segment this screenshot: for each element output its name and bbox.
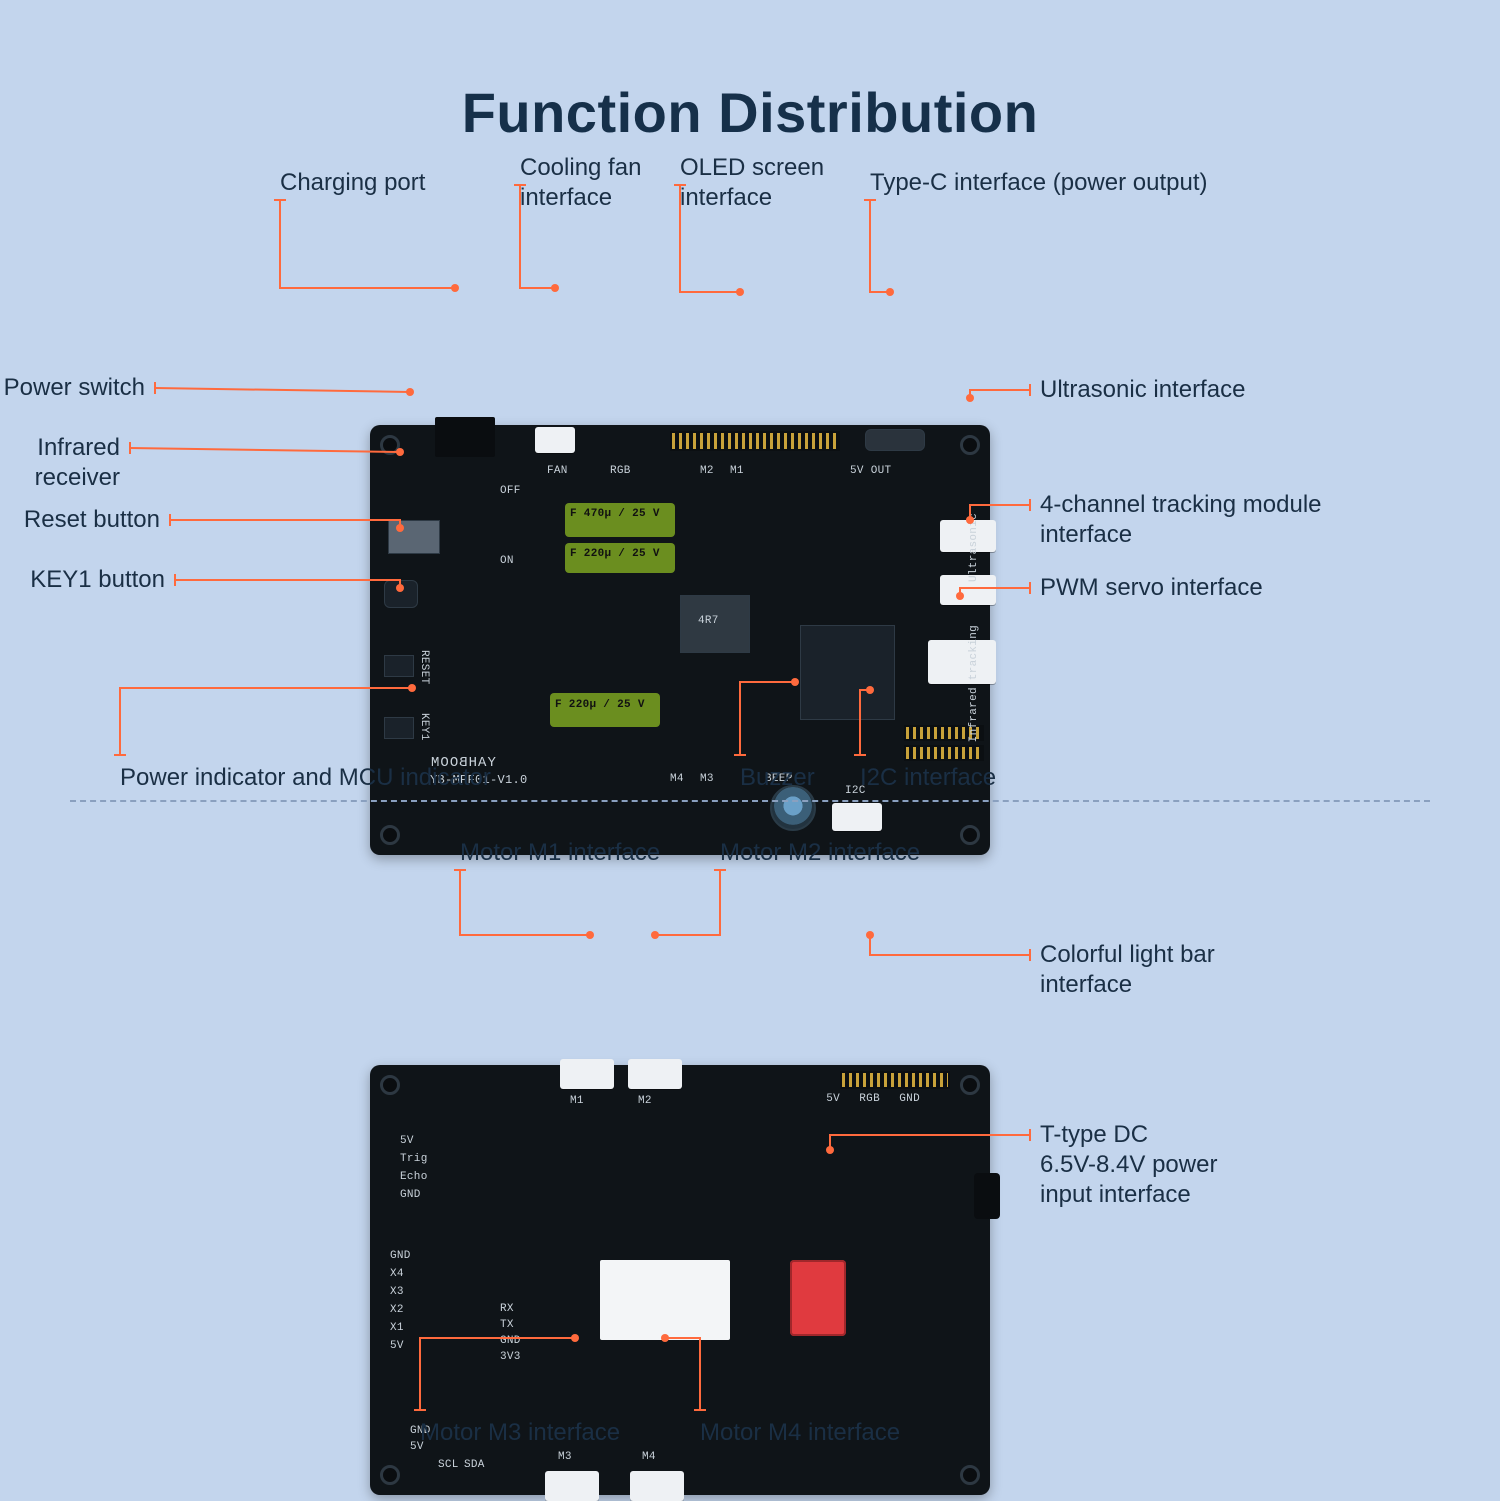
type-c [865, 429, 925, 451]
callout-label: Motor M4 interface [700, 1418, 900, 1448]
silk: SDA [464, 1459, 485, 1471]
silk: ON [500, 555, 514, 567]
silk: M4 [670, 773, 684, 785]
silk: RGB [610, 465, 631, 477]
callout-label: Infrared receiver [0, 433, 120, 493]
callout-label: PWM servo interface [1040, 573, 1263, 603]
dc-jack [974, 1173, 1000, 1219]
silk: RESET [418, 650, 430, 685]
charging-port [435, 417, 495, 457]
silk: Infrared tracking [968, 625, 980, 742]
callout-label: OLED screen interface [680, 153, 824, 213]
callout-label: Motor M3 interface [420, 1418, 620, 1448]
callout-label: Type-C interface (power output) [870, 168, 1208, 198]
m1-connector [560, 1059, 614, 1089]
silk: KEY1 [418, 713, 430, 741]
callout-label: Ultrasonic interface [1040, 375, 1245, 405]
fan-connector [535, 427, 575, 453]
silk: SCL [438, 1459, 459, 1471]
silk-cap: F 470μ / 25 V [570, 508, 660, 520]
silk: M2 [700, 465, 714, 477]
silk-cap: F 220μ / 25 V [570, 548, 660, 560]
silk: 3V3 [500, 1351, 521, 1363]
silk: FAN [547, 465, 568, 477]
callout-label: Motor M2 interface [720, 838, 920, 868]
silk: RGB [859, 1093, 880, 1105]
callout-label: KEY1 button [30, 565, 165, 595]
pwm-header2 [904, 745, 984, 761]
callout-label: Motor M1 interface [460, 838, 660, 868]
tracking-connector [928, 640, 996, 684]
silk-cap: F 220μ / 25 V [555, 699, 645, 711]
silk: 5V [390, 1340, 404, 1352]
silk: Ultrasonic [968, 513, 980, 582]
silk: X4 [390, 1268, 404, 1280]
silk: X3 [390, 1286, 404, 1298]
silk: GND [390, 1250, 411, 1262]
silk: 5V [400, 1135, 414, 1147]
callout-label: Buzzer [740, 763, 815, 793]
silk: M2 [638, 1095, 652, 1107]
silk: M4 [642, 1451, 656, 1463]
power-switch [388, 520, 440, 554]
silk: GND [899, 1093, 920, 1105]
silk: Echo [400, 1171, 428, 1183]
i2c-connector [832, 803, 882, 831]
silk: 5V OUT [850, 465, 891, 477]
callout-label: Power indicator and MCU indicator [120, 763, 491, 793]
callout-label: Charging port [280, 168, 425, 198]
section-divider [70, 800, 1430, 802]
m2-connector [628, 1059, 682, 1089]
label-area [600, 1260, 730, 1340]
rgb-header [840, 1071, 950, 1089]
m4-connector [630, 1471, 684, 1501]
silk: M3 [558, 1451, 572, 1463]
callout-label: Colorful light bar interface [1040, 940, 1215, 1000]
silk: M1 [570, 1095, 584, 1107]
silk: M3 [700, 773, 714, 785]
mcu-ic [800, 625, 895, 720]
callout-label: Cooling fan interface [520, 153, 641, 213]
callout-label: I2C interface [860, 763, 996, 793]
m3-connector [545, 1471, 599, 1501]
silk: X1 [390, 1322, 404, 1334]
silk: RX [500, 1303, 514, 1315]
silk: X2 [390, 1304, 404, 1316]
key1-button [384, 717, 414, 739]
reset-button [384, 655, 414, 677]
silk: M1 [730, 465, 744, 477]
ir-receiver [384, 580, 418, 608]
silk: 5V [826, 1093, 840, 1105]
callout-label: Power switch [4, 373, 145, 403]
silk: GND [500, 1335, 521, 1347]
page-title: Function Distribution [0, 0, 1500, 145]
t-type-connector [790, 1260, 846, 1336]
oled-header [670, 431, 840, 451]
silk: GND [400, 1189, 421, 1201]
callout-label: Reset button [24, 505, 160, 535]
silk: Trig [400, 1153, 428, 1165]
silk-inductor: 4R7 [698, 615, 719, 627]
silk: TX [500, 1319, 514, 1331]
callout-label: 4-channel tracking module interface [1040, 490, 1322, 550]
silk: OFF [500, 485, 521, 497]
callout-label: T-type DC 6.5V-8.4V power input interfac… [1040, 1120, 1217, 1210]
